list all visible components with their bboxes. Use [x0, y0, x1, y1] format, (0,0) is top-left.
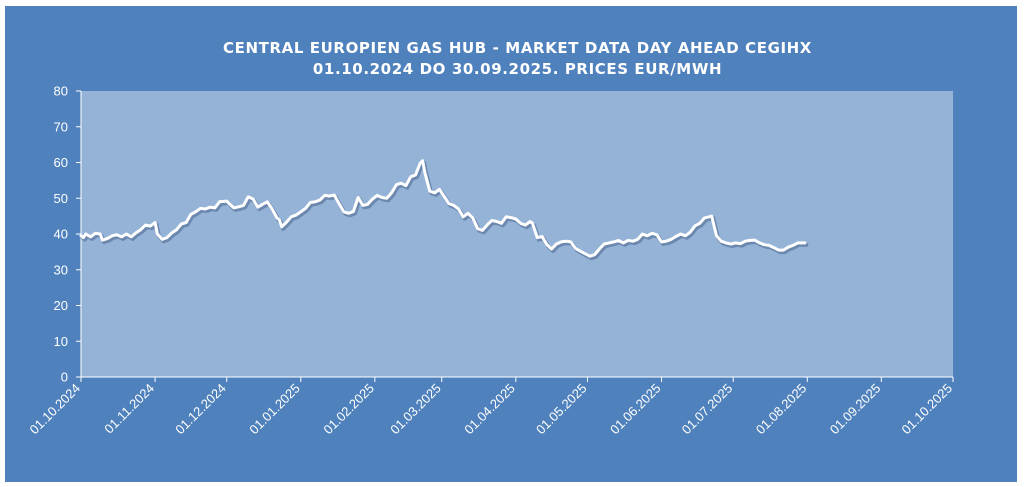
- y-tick-label: 40: [54, 227, 68, 242]
- x-tick-label: 01.09.2025: [827, 381, 884, 438]
- y-tick-label: 10: [54, 334, 68, 349]
- y-tick-label: 0: [61, 370, 68, 385]
- plot-area: [81, 91, 953, 377]
- x-tick-label: 01.08.2025: [753, 381, 810, 438]
- y-tick-label: 20: [54, 298, 68, 313]
- x-tick-label: 01.04.2025: [461, 381, 518, 438]
- x-tick-label: 01.11.2024: [101, 381, 157, 437]
- y-axis: 0 10 20 30 40 50 60 70 80: [54, 84, 82, 385]
- x-tick-label: 01.07.2025: [679, 381, 736, 438]
- x-tick-label: 01.01.2025: [246, 381, 303, 438]
- y-tick-label: 80: [54, 84, 68, 99]
- y-tick-label: 30: [54, 262, 68, 277]
- y-tick-label: 70: [54, 119, 68, 134]
- x-tick-label: 01.03.2025: [387, 381, 444, 438]
- series-layer: [79, 159, 809, 261]
- chart-title-line-2: 01.10.2024 DO 30.09.2025. PRICES EUR/MWH: [312, 60, 723, 78]
- x-axis: 01.10.2024 01.11.2024 01.12.2024 01.01.2025…: [26, 376, 955, 438]
- x-tick-label: 01.05.2025: [533, 381, 590, 438]
- chart-title: CENTRAL EUROPIEN GAS HUB - MARKET DATA D…: [80, 38, 955, 80]
- x-tick-label: 01.10.2024: [26, 381, 83, 438]
- x-tick-label: 01.12.2024: [172, 381, 229, 438]
- x-tick-label: 01.06.2025: [607, 381, 664, 438]
- x-tick-label: 01.02.2025: [320, 381, 377, 438]
- y-tick-label: 60: [54, 155, 68, 170]
- series-line: [79, 159, 807, 258]
- chart-title-line-1: CENTRAL EUROPIEN GAS HUB - MARKET DATA D…: [223, 39, 812, 57]
- y-tick-label: 50: [54, 191, 68, 206]
- x-tick-label: 01.10.2025: [898, 381, 955, 438]
